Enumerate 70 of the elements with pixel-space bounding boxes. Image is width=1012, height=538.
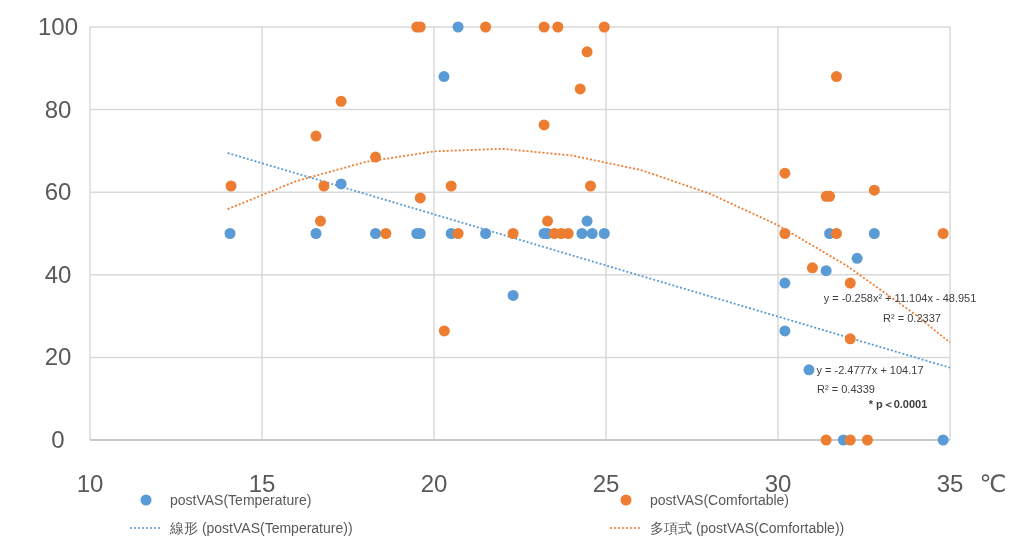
annotation: y = -0.258x² + 11.104x - 48.951 [823, 292, 977, 304]
point [224, 228, 236, 239]
point [844, 434, 856, 446]
point [542, 215, 554, 227]
point [370, 151, 382, 163]
point [438, 325, 450, 337]
point [868, 184, 880, 196]
point [438, 71, 450, 83]
point [586, 228, 598, 239]
y-tick-label: 0 [51, 426, 65, 453]
y-tick-label: 80 [44, 95, 72, 123]
point [803, 364, 815, 376]
point [414, 192, 426, 204]
y-tick-label: 20 [44, 343, 72, 371]
annotation: y = -2.4777x + 104.17 [816, 364, 924, 376]
point [598, 228, 610, 239]
point [820, 265, 832, 277]
point [507, 228, 519, 239]
point [861, 434, 873, 446]
point [868, 228, 880, 239]
point [806, 262, 818, 274]
y-tick-label: 60 [44, 178, 72, 206]
point [480, 21, 492, 33]
point [581, 215, 593, 227]
annotation: R² = 0.2337 [883, 312, 941, 324]
x-tick-label: 25 [592, 470, 620, 497]
point [779, 167, 791, 179]
point [576, 228, 588, 239]
point [598, 21, 610, 33]
legend-label: 多項式 (postVAS(Comfortable)) [650, 520, 845, 536]
point [779, 277, 791, 289]
point [310, 130, 322, 142]
point [937, 434, 949, 446]
x-tick-label: 35 [936, 470, 964, 497]
point [538, 119, 550, 131]
point [830, 71, 842, 83]
point [452, 21, 464, 33]
x-tick-label: 10 [76, 470, 104, 497]
point [844, 333, 856, 345]
point [335, 95, 347, 107]
point [844, 277, 856, 289]
x-tick-label: 20 [420, 470, 448, 497]
point [452, 228, 464, 239]
point [538, 21, 550, 33]
legend-label: 線形 (postVAS(Temperature)) [169, 520, 353, 536]
point [225, 180, 237, 192]
annotation: R² = 0.4339 [817, 383, 875, 395]
point [445, 180, 457, 192]
point [585, 180, 597, 192]
point [380, 228, 392, 239]
point [480, 228, 492, 239]
point [314, 215, 326, 227]
point [779, 325, 791, 337]
y-tick-label: 100 [37, 13, 79, 40]
point [552, 21, 564, 33]
point [507, 289, 519, 301]
point [779, 228, 791, 239]
y-tick-label: 40 [44, 260, 72, 288]
point [370, 228, 382, 239]
point [318, 180, 330, 192]
point [830, 228, 842, 239]
point [335, 178, 347, 190]
point [581, 46, 593, 58]
point [574, 83, 586, 95]
annotation: * p＜0.0001 [868, 398, 928, 410]
x-axis-title: ℃ [979, 470, 1007, 497]
point [310, 228, 322, 239]
point [937, 228, 949, 239]
point [851, 252, 863, 264]
point [820, 434, 832, 446]
